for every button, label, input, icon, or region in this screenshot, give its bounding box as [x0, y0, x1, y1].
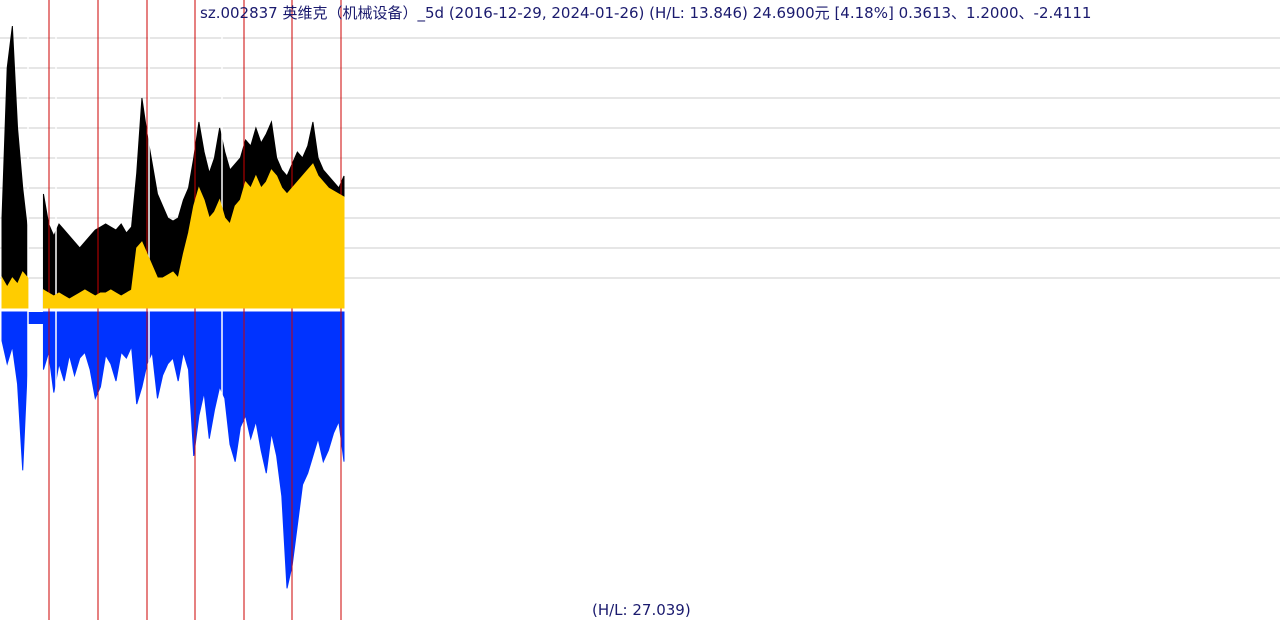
price-fill-segment — [42, 163, 345, 309]
price-fill-area — [1, 163, 345, 309]
volume-segment — [42, 311, 345, 589]
volume-bars — [1, 311, 345, 589]
price-fill-segment — [1, 271, 29, 309]
chart-footer: (H/L: 27.039) — [592, 601, 691, 619]
volume-segment — [1, 311, 29, 471]
chart-title: sz.002837 英维克（机械设备）_5d (2016-12-29, 2024… — [200, 4, 1092, 22]
year-markers — [27, 0, 342, 620]
volume-baseline — [2, 312, 344, 324]
